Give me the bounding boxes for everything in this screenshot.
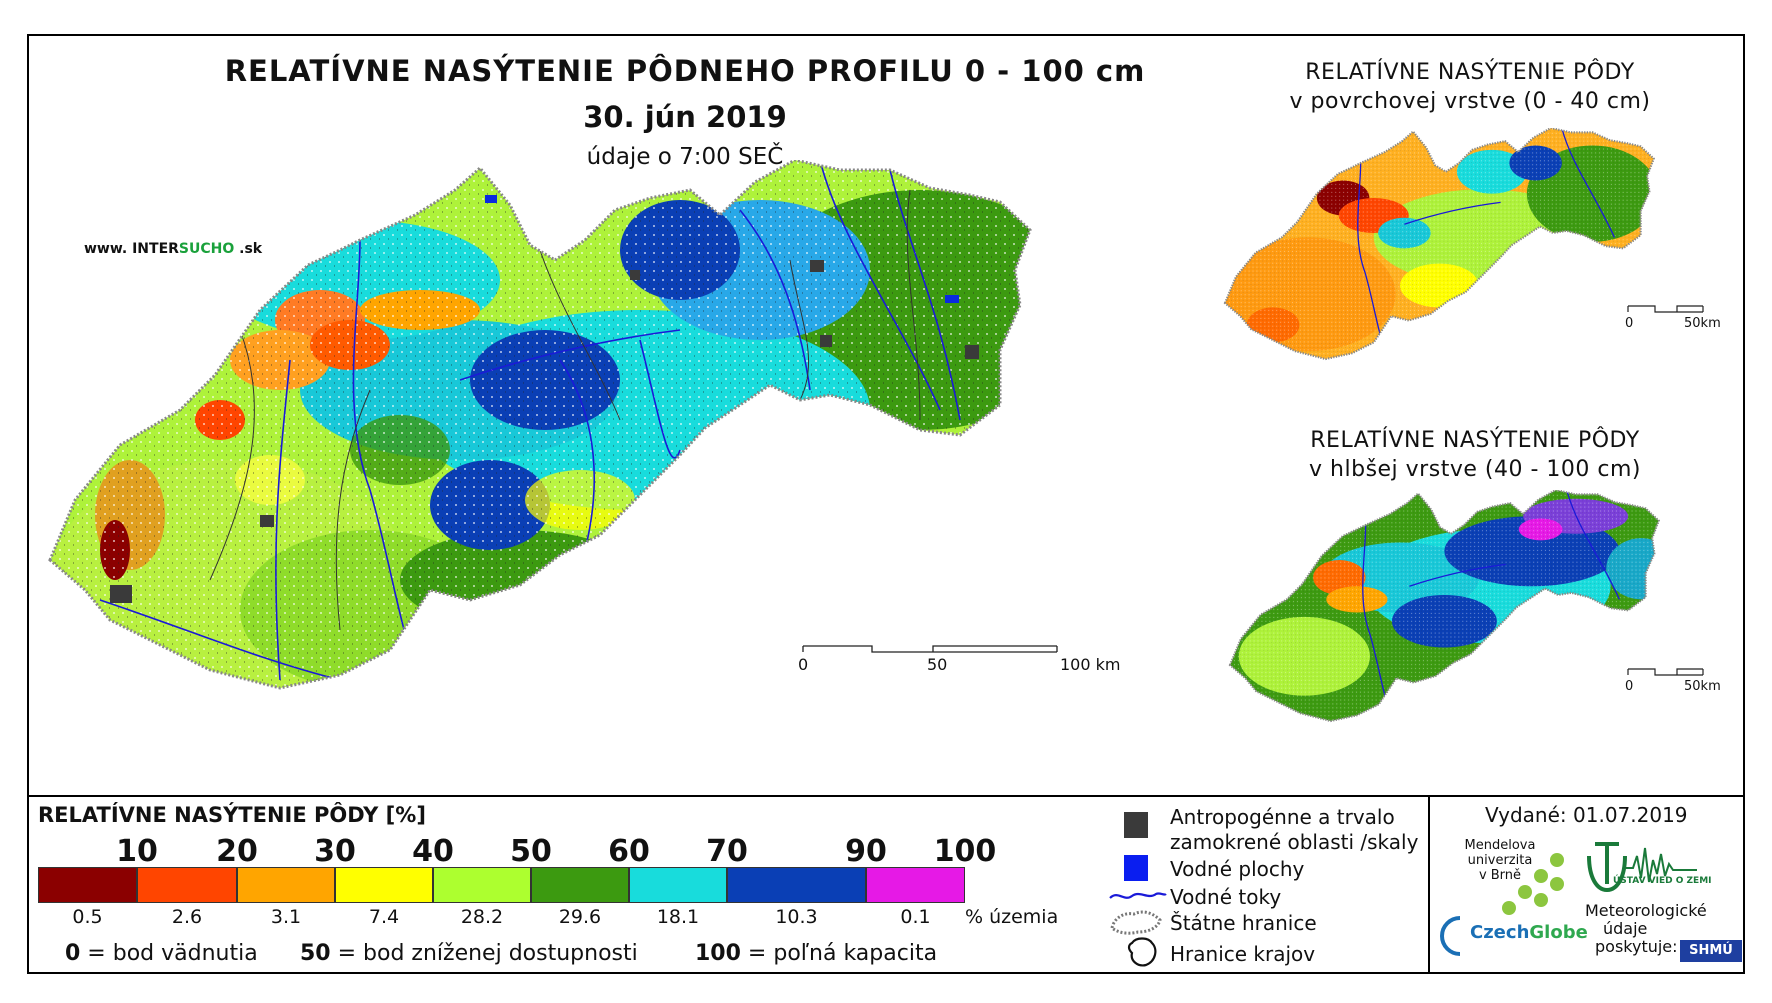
inset-top-title-line1: RELATÍVNE NASÝTENIE PÔDY bbox=[1305, 60, 1635, 85]
def50-text: = bod zníženej dostupnosti bbox=[330, 941, 638, 966]
legend-color-2 bbox=[137, 867, 237, 903]
legend-pct-2: 2.6 bbox=[171, 906, 203, 928]
czechglobe-logo-text: CzechGlobe bbox=[1470, 922, 1588, 943]
legend-title: RELATÍVNE NASÝTENIE PÔDY [%] bbox=[38, 803, 426, 827]
anthropogenic-swatch-icon bbox=[1124, 812, 1148, 838]
legend-pct-8: 10.3 bbox=[775, 906, 818, 928]
inset-top-scale-end: 50km bbox=[1684, 316, 1721, 331]
mendel-dots-icon bbox=[1502, 853, 1564, 915]
water-streams-label: Vodné toky bbox=[1170, 885, 1282, 909]
state-border-label: Štátne hranice bbox=[1170, 911, 1317, 935]
legend-tick-10: 10 bbox=[116, 834, 158, 869]
legend-pct-5: 28.2 bbox=[460, 906, 504, 928]
legend-definition-100: 100 = poľná kapacita bbox=[695, 941, 937, 966]
czechglobe-logo-icon bbox=[1440, 916, 1461, 956]
def0-text: = bod vädnutia bbox=[80, 941, 258, 966]
inset-bottom-scale-zero: 0 bbox=[1625, 679, 1634, 694]
region-border-label: Hranice krajov bbox=[1170, 942, 1316, 966]
main-title: RELATÍVNE NASÝTENIE PÔDNEHO PROFILU 0 - … bbox=[224, 54, 1146, 88]
legend-tick-20: 20 bbox=[216, 834, 258, 869]
legend-definitions: 0 = bod vädnutia bbox=[65, 941, 258, 966]
inset-top-scale-zero: 0 bbox=[1625, 316, 1634, 331]
inset-bottom-scale-bar bbox=[1627, 668, 1704, 676]
legend-color-7 bbox=[629, 867, 727, 903]
legend-divider bbox=[27, 795, 1745, 797]
shmu-logo: SHMÚ bbox=[1680, 940, 1742, 962]
water-surfaces-label: Vodné plochy bbox=[1170, 857, 1305, 881]
def50-number: 50 bbox=[300, 941, 331, 966]
inset-bottom-map bbox=[1228, 490, 1660, 723]
legend-tick-50: 50 bbox=[510, 834, 552, 869]
def100-number: 100 bbox=[695, 941, 741, 966]
legend-pct-9: 0.1 bbox=[900, 906, 931, 928]
time-subtitle: údaje o 7:00 SEČ bbox=[586, 144, 784, 170]
ustav-vied-logo-text: ÚSTAV VIED O ZEMI bbox=[1613, 876, 1712, 886]
legend-pct-3: 3.1 bbox=[270, 906, 302, 928]
legend-pct-1: 0.5 bbox=[72, 906, 103, 928]
main-scale-bar bbox=[802, 645, 1058, 653]
inset-bottom-title-line1: RELATÍVNE NASÝTENIE PÔDY bbox=[1310, 428, 1640, 453]
legend-pct-7: 18.1 bbox=[656, 906, 700, 928]
legend-tick-70: 70 bbox=[706, 834, 748, 869]
legend-color-6 bbox=[531, 867, 629, 903]
issued-divider bbox=[1428, 795, 1430, 974]
inset-bottom-title-line2: v hlbšej vrstve (40 - 100 cm) bbox=[1309, 457, 1641, 482]
main-scale-zero: 0 bbox=[798, 655, 809, 674]
ustav-vied-logo-icon bbox=[1587, 842, 1697, 893]
legend-definition-50: 50 = bod zníženej dostupnosti bbox=[300, 941, 638, 966]
legend-color-9 bbox=[866, 867, 965, 903]
website-label[interactable]: www. INTERSUCHO .sk bbox=[84, 241, 263, 257]
state-border-icon bbox=[1110, 910, 1162, 935]
anthropogenic-label-line2: zamokrené oblasti /skaly bbox=[1170, 830, 1419, 854]
def100-text: = poľná kapacita bbox=[740, 941, 938, 966]
main-scale-end: 100 km bbox=[1060, 655, 1121, 674]
legend-tick-30: 30 bbox=[314, 834, 356, 869]
legend-color-5 bbox=[433, 867, 531, 903]
legend-tick-90: 90 bbox=[845, 834, 887, 869]
legend-pct-unit: % územia bbox=[965, 906, 1059, 928]
legend-pct-4: 7.4 bbox=[368, 906, 400, 928]
water-surface-swatch-icon bbox=[1124, 855, 1148, 881]
anthropogenic-label-line1: Antropogénne a trvalo bbox=[1170, 805, 1395, 829]
inset-top-map bbox=[1223, 128, 1655, 361]
mendel-logo-text: Mendelova univerzita v Brně bbox=[1464, 838, 1536, 883]
inset-bottom-scale-end: 50km bbox=[1684, 679, 1721, 694]
main-map bbox=[48, 160, 1032, 690]
meteo-provider-text: Meteorologické údaje poskytuje: bbox=[1585, 901, 1707, 956]
main-scale-mid: 50 bbox=[927, 655, 948, 674]
legend-tick-40: 40 bbox=[412, 834, 454, 869]
legend-color-8 bbox=[727, 867, 866, 903]
water-stream-line-icon bbox=[1109, 892, 1167, 899]
legend-pct-6: 29.6 bbox=[558, 906, 602, 928]
legend-tick-100: 100 bbox=[933, 834, 997, 869]
issued-date: Vydané: 01.07.2019 bbox=[1485, 803, 1688, 827]
def0-number: 0 bbox=[65, 941, 81, 966]
legend-color-3 bbox=[237, 867, 335, 903]
legend-color-4 bbox=[335, 867, 433, 903]
inset-top-title-line2: v povrchovej vrstve (0 - 40 cm) bbox=[1289, 89, 1651, 114]
region-border-icon bbox=[1127, 937, 1157, 967]
legend-tick-60: 60 bbox=[608, 834, 650, 869]
legend-color-1 bbox=[38, 867, 137, 903]
date-title: 30. jún 2019 bbox=[583, 100, 787, 134]
inset-top-scale-bar bbox=[1627, 305, 1704, 313]
